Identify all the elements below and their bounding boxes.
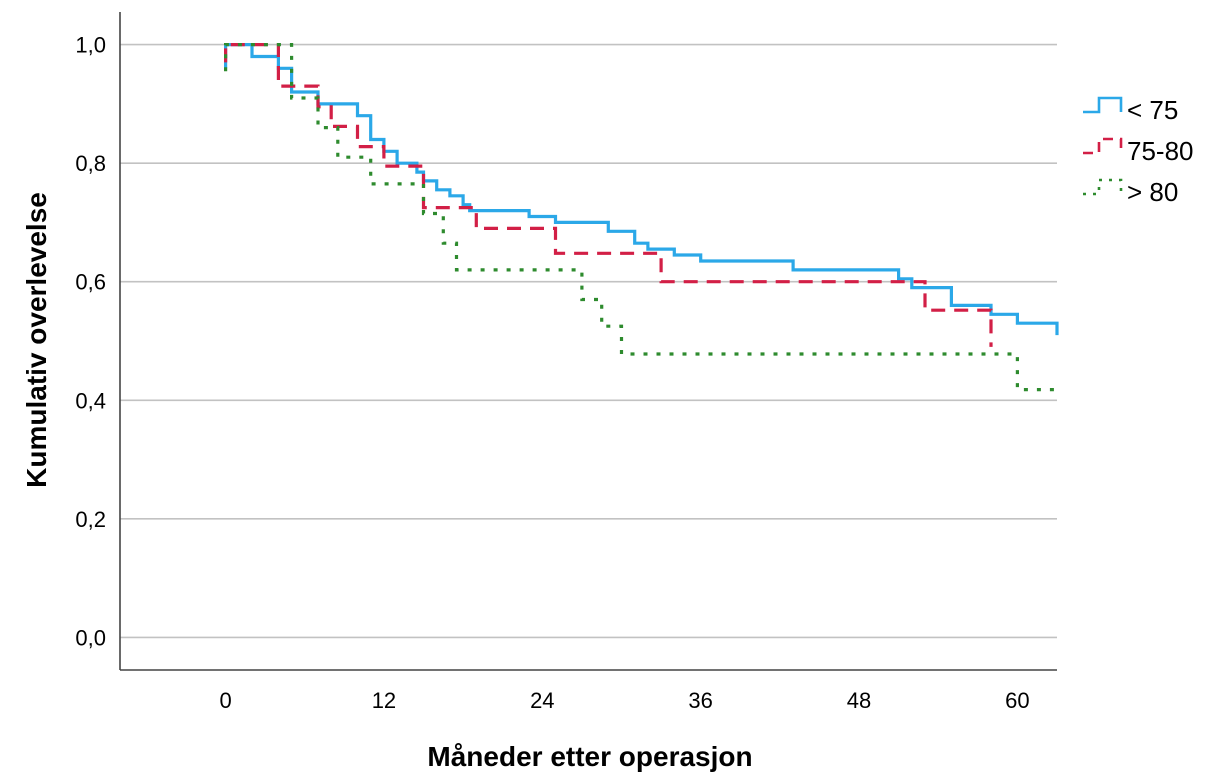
- legend: < 75 75-80 > 80: [1083, 95, 1194, 207]
- series-line-2: [224, 43, 993, 347]
- x-tick-label: 0: [219, 688, 231, 713]
- legend-label-1: < 75: [1127, 95, 1178, 125]
- x-tick-label: 36: [688, 688, 712, 713]
- y-tick-label: 0,4: [75, 388, 106, 413]
- x-tick-label: 48: [847, 688, 871, 713]
- y-tick-label: 1,0: [75, 33, 106, 58]
- series-layer: [224, 43, 1059, 392]
- legend-swatch-3: [1083, 178, 1123, 196]
- x-tick-label: 60: [1005, 688, 1029, 713]
- y-tick-label: 0,0: [75, 625, 106, 650]
- y-tick-label: 0,8: [75, 151, 106, 176]
- grid-layer: [120, 43, 1057, 639]
- tick-layer: 0,0 0,2 0,4 0,6 0,8 1,0 0 12 24 36 48 60: [75, 33, 1029, 713]
- y-axis-title: Kumulativ overlevelse: [21, 192, 52, 488]
- legend-label-3: > 80: [1127, 177, 1178, 207]
- y-tick-label: 0,6: [75, 270, 106, 295]
- x-tick-label: 12: [372, 688, 396, 713]
- axis-layer: [119, 12, 1057, 671]
- series-line-3: [224, 43, 1057, 392]
- series-line-1: [224, 43, 1059, 336]
- y-tick-label: 0,2: [75, 507, 106, 532]
- legend-swatch-2: [1083, 137, 1123, 155]
- legend-label-2: 75-80: [1127, 136, 1194, 166]
- x-axis-title: Måneder etter operasjon: [427, 741, 752, 772]
- legend-swatch-1: [1083, 96, 1123, 114]
- x-tick-label: 24: [530, 688, 554, 713]
